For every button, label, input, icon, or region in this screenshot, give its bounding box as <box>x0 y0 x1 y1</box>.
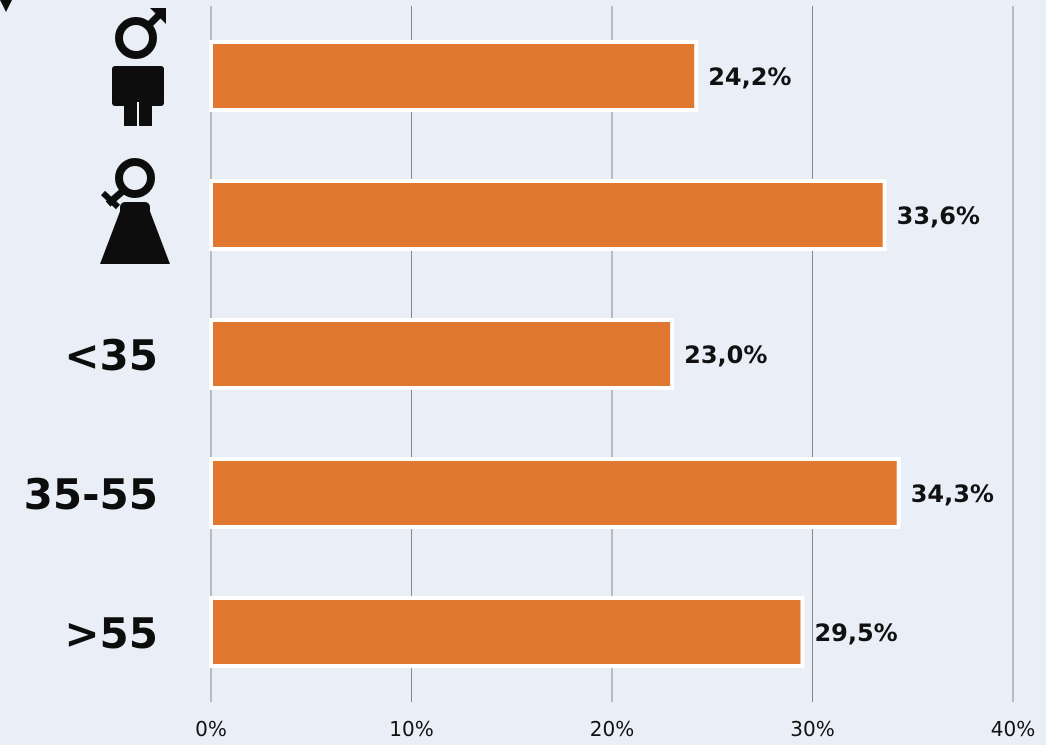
bar <box>209 40 699 112</box>
bar <box>209 457 901 529</box>
bar <box>209 179 887 251</box>
bar-value-label: 23,0% <box>684 341 767 369</box>
bar-value-label: 29,5% <box>814 619 897 647</box>
category-label: <35 <box>64 331 158 380</box>
x-tick-label: 20% <box>590 717 634 741</box>
category-label: >55 <box>64 609 158 658</box>
bar-value-label: 33,6% <box>897 202 980 230</box>
male-icon <box>112 8 166 126</box>
female-icon <box>100 158 170 264</box>
x-axis-tick-labels: 0% 10% 20% 30% 40% <box>195 717 1035 741</box>
x-tick-label: 0% <box>195 717 227 741</box>
bars <box>209 40 901 668</box>
bar <box>209 318 675 390</box>
category-labels: <35 35-55 >55 <box>0 0 170 658</box>
x-tick-label: 40% <box>991 717 1035 741</box>
bar-value-label: 24,2% <box>708 63 791 91</box>
value-labels: 24,2% 33,6% 23,0% 34,3% 29,5% <box>684 63 994 647</box>
cropped-corner-glyph <box>0 0 12 12</box>
x-tick-label: 10% <box>389 717 433 741</box>
category-label: 35-55 <box>24 470 158 519</box>
x-tick-label: 30% <box>790 717 834 741</box>
bar <box>209 596 805 668</box>
bar-value-label: 34,3% <box>911 480 994 508</box>
